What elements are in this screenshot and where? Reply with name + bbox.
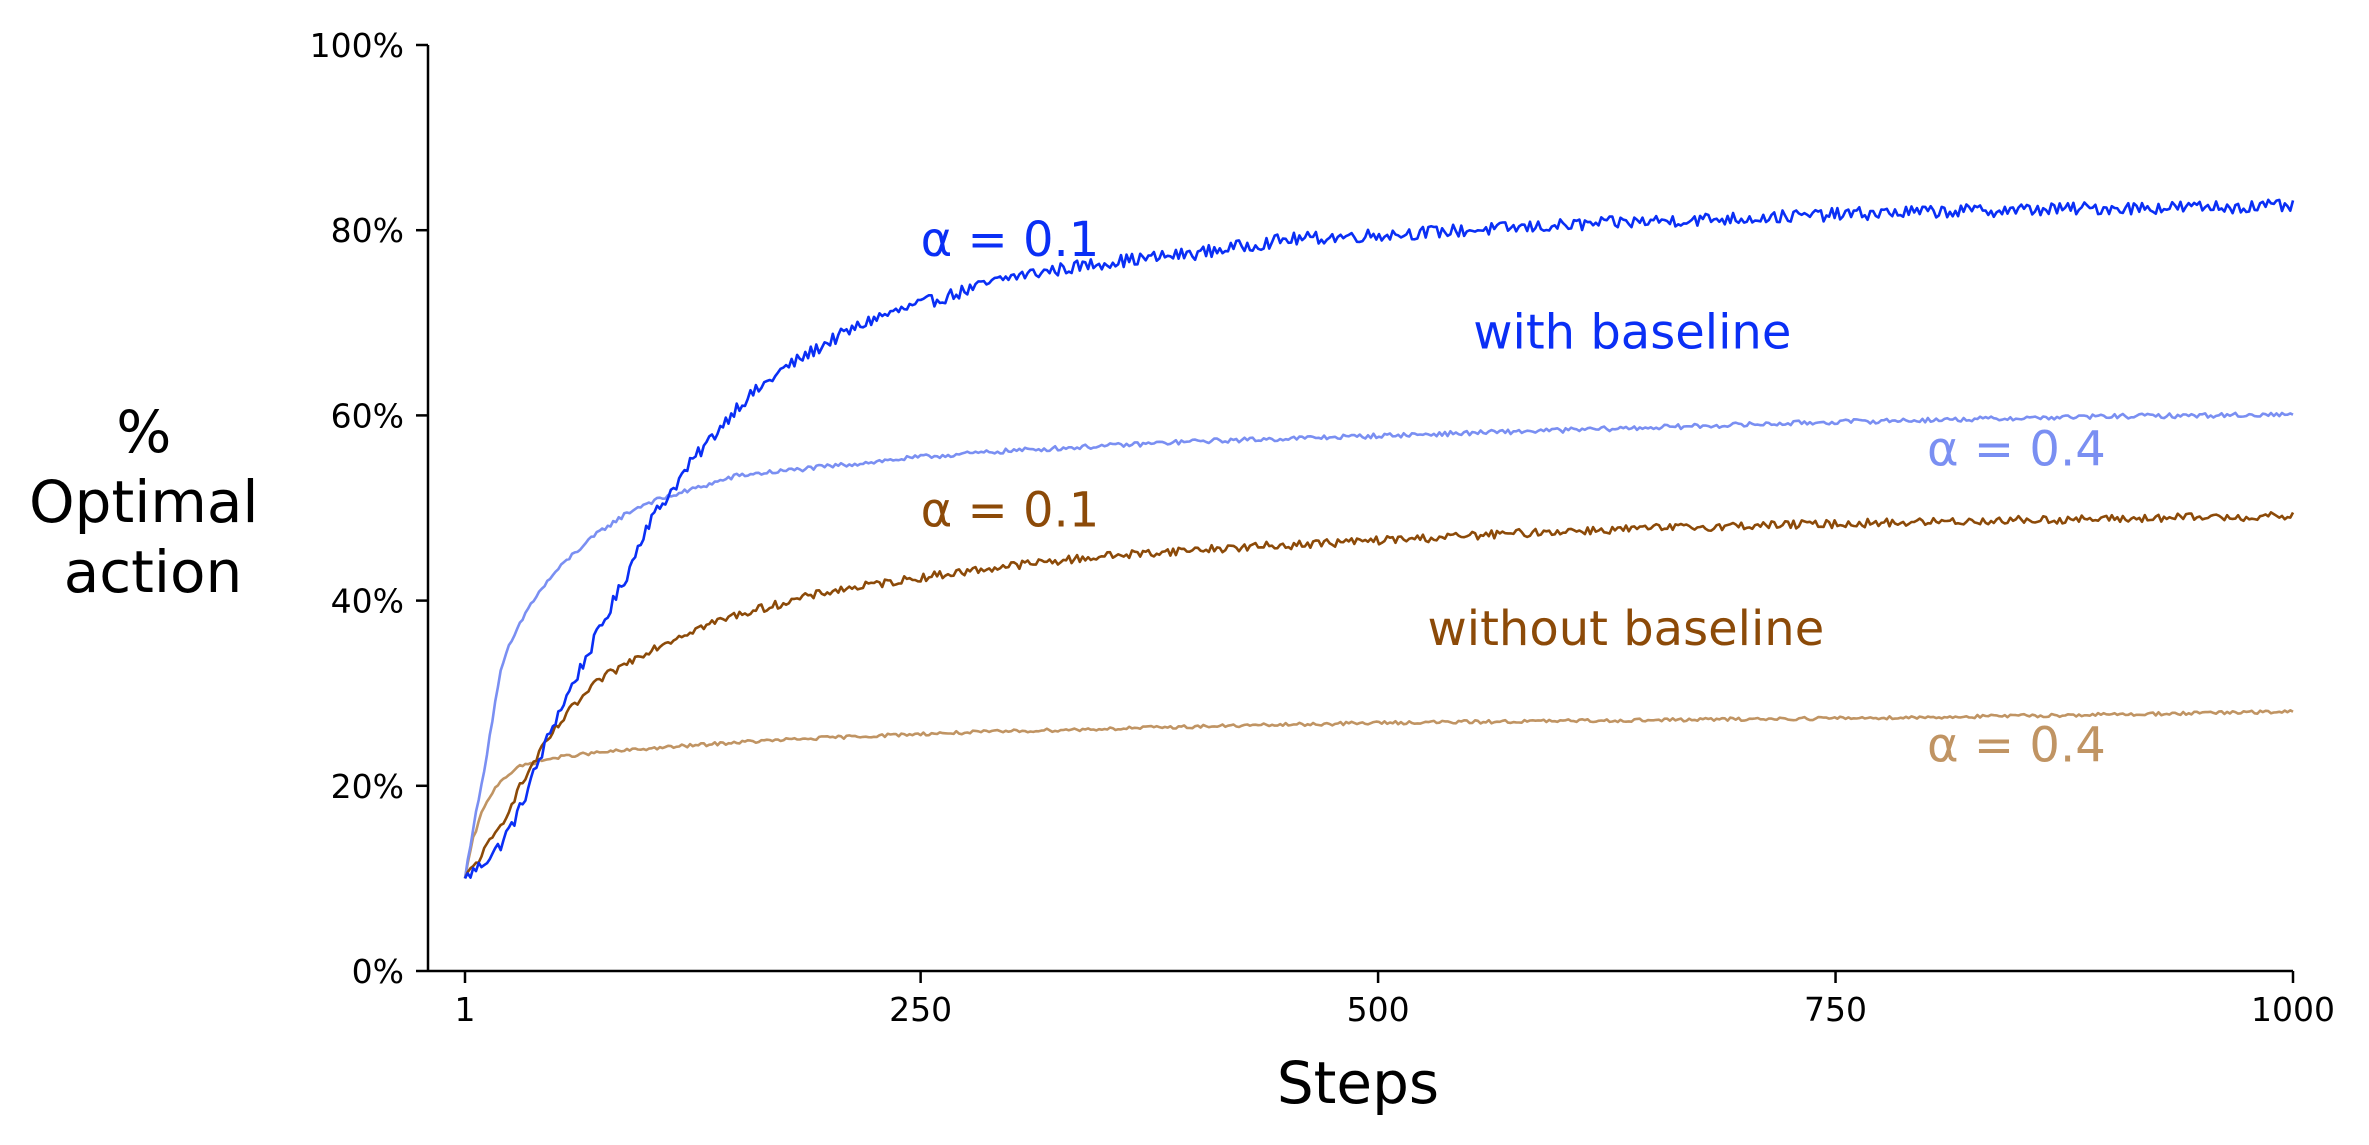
series-annotation: α = 0.1 — [921, 483, 1100, 539]
x-ticks: 1 250 500 750 1000 — [455, 971, 2335, 1029]
y-tick-label: 20% — [331, 767, 404, 806]
series-annotation: with baseline — [1473, 305, 1791, 361]
y-axis-title-line: action — [64, 538, 243, 606]
y-axis-title-line: % — [116, 398, 171, 466]
y-axis-title-line: Optimal — [29, 468, 258, 536]
y-tick-label: 80% — [331, 211, 404, 250]
series-annotation: α = 0.4 — [1927, 421, 2106, 477]
series-layer — [463, 198, 2295, 880]
series-annotation: α = 0.1 — [921, 212, 1100, 268]
series-line-no-baseline-alpha-0-1 — [463, 511, 2295, 879]
x-tick-label: 1000 — [2251, 990, 2335, 1029]
x-tick-label: 750 — [1804, 990, 1867, 1029]
series-line-baseline-alpha-0-4 — [463, 411, 2294, 879]
y-tick-label: 60% — [331, 396, 404, 435]
series-annotation: α = 0.4 — [1927, 718, 2106, 774]
series-line-no-baseline-alpha-0-4 — [463, 709, 2294, 879]
series-line-baseline-alpha-0-1 — [463, 198, 2295, 880]
y-axis-title: % Optimal action — [29, 398, 277, 606]
y-tick-label: 0% — [352, 952, 404, 991]
series-annotation: without baseline — [1427, 601, 1824, 657]
annotation-layer: α = 0.1 with baseline α = 0.4 α = 0.1 withou… — [921, 212, 2106, 774]
x-tick-label: 500 — [1347, 990, 1410, 1029]
x-tick-label: 250 — [889, 990, 952, 1029]
y-tick-label: 100% — [310, 26, 404, 65]
x-tick-label: 1 — [455, 990, 476, 1029]
y-ticks: 0% 20% 40% 60% 80% 100% — [310, 26, 428, 991]
y-tick-label: 40% — [331, 582, 404, 621]
x-axis-title: Steps — [1277, 1049, 1439, 1117]
